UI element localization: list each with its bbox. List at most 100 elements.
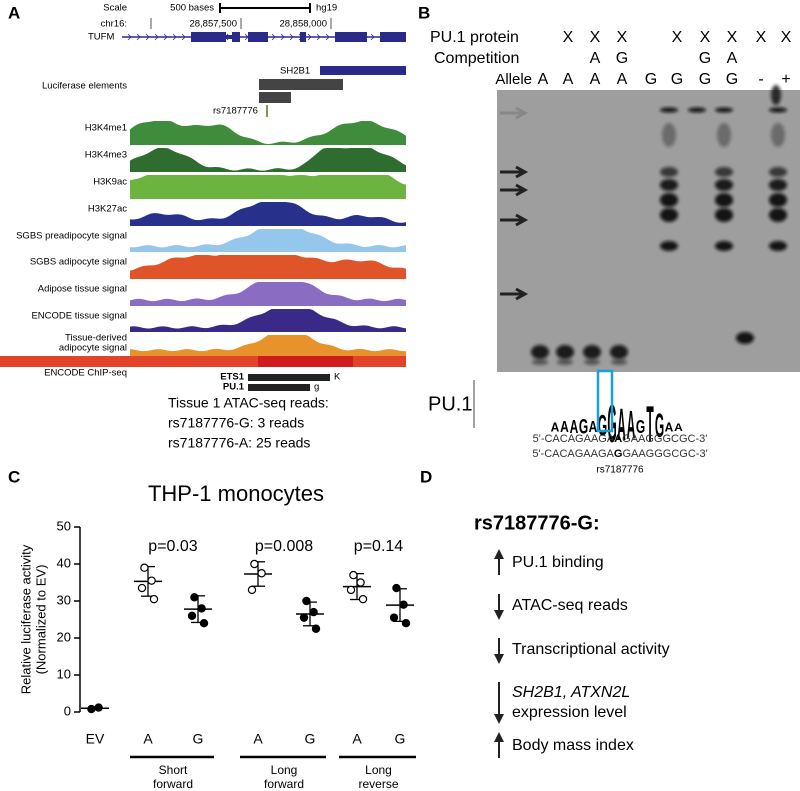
gene-strand: [163, 33, 168, 41]
gel-band: [715, 167, 733, 177]
signal-track: [130, 175, 406, 199]
sequence-part: 5'-CACAGAAGA: [532, 448, 614, 460]
gel-arrow: [500, 183, 529, 197]
lane-label: X: [756, 29, 767, 46]
track-label: H3K9ac: [93, 177, 127, 188]
lane-label: X: [700, 29, 711, 46]
track-label: H3K4me1: [85, 123, 127, 134]
gel-band: [771, 123, 785, 147]
gene-name: SH2B1: [280, 66, 310, 77]
lane-label: X: [617, 29, 628, 46]
summary-text: ATAC-seq reads: [512, 597, 628, 614]
gel-band: [611, 359, 627, 365]
gene-strand: [271, 33, 276, 41]
track-label: ENCODE tissue signal: [31, 311, 127, 322]
data-point: [87, 704, 96, 714]
y-tick-label: 20: [57, 629, 71, 644]
sequence-part: 5'-CACAGAAGA: [533, 433, 615, 445]
track-label: Adipose tissue signal: [38, 284, 127, 295]
panel-label: B: [418, 3, 430, 22]
y-tick-label: 40: [57, 555, 71, 570]
signal-track: [130, 255, 406, 279]
x-tick-label: A: [143, 731, 153, 747]
summary-gene: SH2B1, ATXN2L: [512, 684, 630, 701]
lane-label: A: [538, 71, 549, 88]
sequence-part: GAAGGGCGC-3': [622, 448, 707, 460]
data-point: [197, 604, 206, 613]
group-label: reverse: [358, 777, 398, 791]
logo-letter: A: [665, 420, 674, 435]
gene-exon: [248, 32, 268, 42]
logo-letter: T: [646, 396, 653, 452]
lane-label: A: [590, 50, 601, 67]
gel-band: [557, 359, 573, 365]
sequence-part: GAAGGGCGC-3': [622, 433, 707, 445]
signal-track: [130, 121, 406, 145]
gel-band: [769, 241, 787, 251]
track-label: SGBS adipocyte signal: [30, 257, 127, 268]
lane-label: A: [563, 71, 574, 88]
data-point: [302, 596, 311, 606]
gel-arrow: [500, 287, 529, 301]
sequence: 5'-CACAGAAGAGGAAGGGCGC-3': [532, 448, 707, 460]
y-tick-label: 0: [64, 703, 71, 718]
data-point: [358, 594, 368, 604]
gel-band: [769, 107, 787, 113]
summary-text: Transcriptional activity: [512, 641, 670, 658]
gel-arrow: [500, 165, 529, 179]
x-tick-label: A: [352, 731, 362, 747]
data-point: [137, 583, 147, 593]
data-point: [199, 619, 209, 628]
gel-band: [660, 193, 678, 207]
y-tick-label: 50: [57, 518, 71, 533]
logo-letter: G: [636, 417, 645, 437]
gene-strand: [289, 33, 294, 41]
logo-letter: A: [570, 417, 579, 437]
gel-band: [769, 179, 787, 191]
position: 28,857,500: [189, 19, 237, 30]
gel-band: [769, 193, 787, 207]
gene-strand: [181, 33, 186, 41]
x-tick-label: G: [395, 731, 406, 747]
data-point: [299, 613, 309, 622]
gel-band: [717, 123, 731, 147]
data-point: [147, 576, 156, 585]
x-tick-label: A: [253, 731, 263, 747]
gel-band: [660, 179, 678, 191]
data-point: [389, 613, 399, 622]
gel-band: [688, 107, 706, 113]
row-label: Allele: [495, 71, 532, 88]
track-label: H3K27ac: [88, 204, 127, 215]
gel-band: [769, 208, 787, 222]
gene-utr: [214, 35, 232, 39]
atac-text: Tissue 1 ATAC-seq reads:: [168, 395, 329, 411]
group-label: forward: [153, 777, 193, 791]
chip-factor: ETS1: [220, 372, 244, 383]
lane-label: X: [590, 29, 601, 46]
gene-strand: [136, 33, 141, 41]
data-point: [399, 600, 408, 609]
assembly: hg19: [316, 3, 337, 14]
data-point: [346, 585, 356, 595]
lane-label: G: [616, 50, 628, 67]
sequence-part: G: [614, 448, 623, 460]
gene-strand: [280, 33, 285, 41]
gel-band: [660, 107, 678, 113]
logo-letter: A: [589, 418, 598, 436]
gel-arrow: [500, 213, 529, 227]
chromatin-state: [0, 356, 406, 367]
gel-band: [610, 345, 628, 359]
logo-letter: A: [674, 422, 683, 433]
gel-band: [584, 359, 600, 365]
gene-strand: [127, 33, 132, 41]
x-tick-label: G: [193, 731, 204, 747]
gene-exon: [320, 66, 406, 75]
track-label: SGBS preadipocyte signal: [16, 231, 127, 242]
gel-band: [556, 345, 574, 359]
data-point: [149, 594, 159, 604]
group-label: Long: [365, 763, 392, 777]
data-point: [257, 569, 266, 578]
row-label: PU.1 protein: [430, 29, 519, 46]
gel-band: [531, 345, 549, 359]
